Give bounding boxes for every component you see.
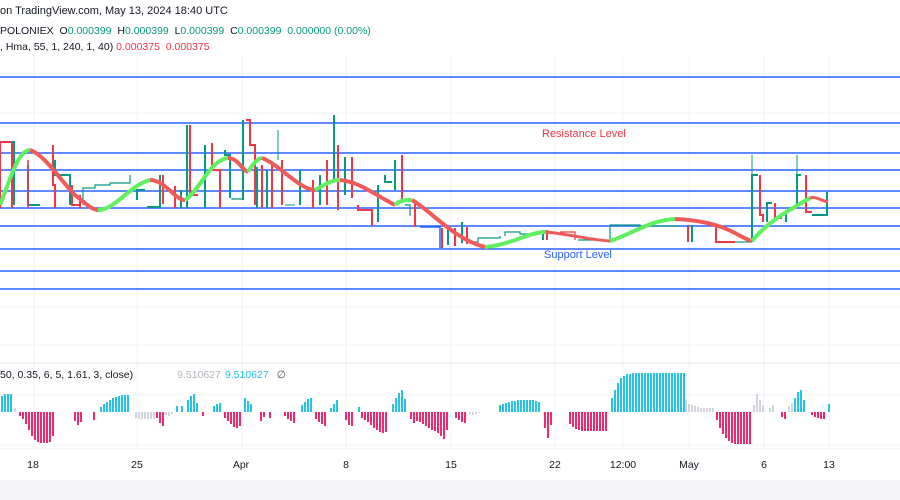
hma-line-red-9 <box>809 196 829 204</box>
hma-line-green-6 <box>393 198 413 207</box>
time-tick: 8 <box>343 459 349 471</box>
hma-line-green-8 <box>609 217 676 243</box>
hma-line-green-4 <box>246 156 263 174</box>
time-tick: 15 <box>445 459 457 471</box>
time-axis[interactable]: 18 25 Apr 8 15 22 12:00 May 6 13 <box>0 448 900 481</box>
publish-info: on TradingView.com, May 13, 2024 18:40 U… <box>0 5 228 17</box>
indicator-value-2: 0.000375 <box>165 41 210 53</box>
time-tick: 18 <box>27 459 39 471</box>
high-value: 0.000399 <box>124 25 169 37</box>
footer-bar <box>0 480 900 500</box>
close-label: C <box>230 25 238 37</box>
oscillator-histogram <box>1 373 830 444</box>
hma-line-green-1 <box>0 148 31 206</box>
hma-line-green-2 <box>97 178 151 212</box>
time-tick: May <box>679 459 699 471</box>
oscillator-params: 50, 0.35, 6, 5, 1.61, 3, close) <box>0 369 134 381</box>
oscillator-value-cyan: 9.510627 <box>224 369 269 381</box>
hma-line-green-3 <box>183 156 229 202</box>
time-tick: 6 <box>761 459 767 471</box>
null-icon: ∅ <box>276 369 286 381</box>
hma-line-red-4 <box>261 156 316 192</box>
resistance-level-label: Resistance Level <box>542 128 626 140</box>
indicator-params: , Hma, 55, 1, 240, 1, 40) <box>0 41 114 53</box>
hma-line-green-5 <box>314 178 341 192</box>
open-label: O <box>59 25 68 37</box>
low-value: 0.000399 <box>180 25 225 37</box>
hma-line-green-7 <box>484 230 546 249</box>
time-tick: Apr <box>232 459 250 471</box>
oscillator-value-gray: 9.510627 <box>177 369 221 381</box>
close-value: 0.000399 <box>237 25 282 37</box>
hma-line-red-6 <box>410 198 486 249</box>
ohlc-legend: POLONIEX O0.000399 H0.000399 L0.000399 C… <box>0 25 371 37</box>
hma-line-red-5 <box>339 178 396 207</box>
oscillator-legend[interactable]: 50, 0.35, 6, 5, 1.61, 3, close) 9.510627 9… <box>0 369 286 381</box>
time-tick: 22 <box>549 459 561 471</box>
hma-line-red-7 <box>544 230 611 243</box>
indicator-value-1: 0.000375 <box>116 41 160 53</box>
chart-header: on TradingView.com, May 13, 2024 18:40 U… <box>0 0 900 58</box>
hma-line-red-2 <box>149 178 186 202</box>
open-value: 0.000399 <box>67 25 112 37</box>
change-value: 0.000000 (0.00%) <box>287 25 371 37</box>
time-tick: 12:00 <box>609 459 637 471</box>
support-level-label: Support Level <box>544 249 612 261</box>
symbol-exchange[interactable]: POLONIEX <box>0 25 54 37</box>
time-tick: 13 <box>823 459 835 471</box>
chart-canvas[interactable] <box>0 0 900 480</box>
hma-line-red-3 <box>227 156 249 174</box>
time-tick: 25 <box>131 459 143 471</box>
indicator-legend[interactable]: , Hma, 55, 1, 240, 1, 40) 0.000375 0.000… <box>0 41 210 53</box>
grid <box>0 55 900 448</box>
hma-line-green-9 <box>750 196 811 243</box>
level-lines <box>0 76 900 290</box>
candles <box>0 115 828 248</box>
low-label: L <box>174 25 181 37</box>
high-label: H <box>117 25 125 37</box>
hma-line-red-8 <box>674 217 753 243</box>
hma-line-red-1 <box>29 148 99 212</box>
